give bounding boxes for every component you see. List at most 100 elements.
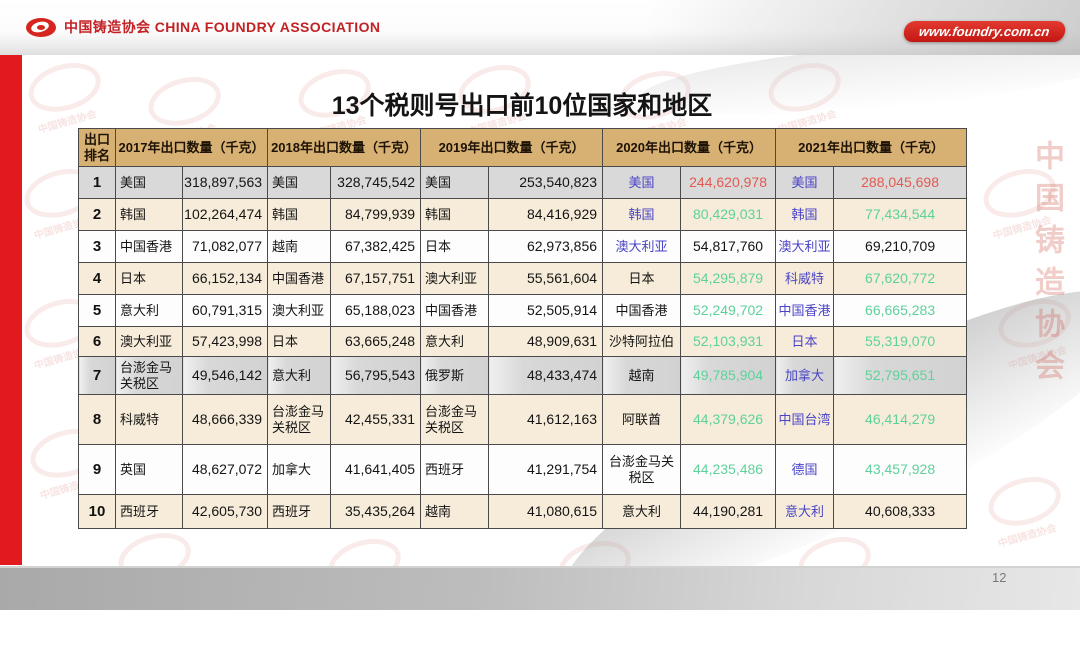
value-cell: 71,082,077	[181, 230, 269, 263]
table-row: 4 日本 66,152,134 中国香港 67,157,751 澳大利亚 55,561,60…	[78, 262, 968, 295]
value-cell: 48,433,474	[488, 356, 604, 395]
country-cell: 美国	[115, 166, 183, 199]
value-cell: 41,080,615	[488, 494, 604, 529]
value-cell: 66,152,134	[181, 262, 269, 295]
value-cell: 52,505,914	[488, 294, 604, 327]
table-row: 6 澳大利亚 57,423,998 日本 63,665,248 意大利 48,909,631…	[78, 326, 968, 357]
value-cell: 244,620,978	[680, 166, 777, 199]
value-cell: 60,791,315	[181, 294, 269, 327]
value-cell: 54,295,879	[680, 262, 777, 295]
value-cell: 67,157,751	[330, 262, 422, 295]
country-cell: 中国香港	[775, 294, 835, 327]
table-row: 9 英国 48,627,072 加拿大 41,641,405 西班牙 41,291,754 台…	[78, 444, 968, 495]
country-cell: 台澎金马关税区	[115, 356, 183, 395]
country-cell: 阿联酋	[602, 394, 682, 445]
rank-cell: 9	[78, 444, 116, 495]
country-cell: 中国台湾	[775, 394, 835, 445]
value-cell: 318,897,563	[181, 166, 269, 199]
country-cell: 日本	[267, 326, 332, 357]
country-cell: 台澎金马关税区	[267, 394, 332, 445]
country-cell: 韩国	[267, 198, 332, 231]
vertical-watermark-text: 中国铸造协会	[1030, 140, 1063, 392]
top-bar: 中国铸造协会 CHINA FOUNDRY ASSOCIATION www.fou…	[0, 0, 1080, 55]
country-cell: 西班牙	[420, 444, 490, 495]
value-cell: 52,103,931	[680, 326, 777, 357]
country-cell: 越南	[602, 356, 682, 395]
value-cell: 40,608,333	[833, 494, 968, 529]
rank-cell: 1	[78, 166, 116, 199]
rank-cell: 10	[78, 494, 116, 529]
country-cell: 中国香港	[115, 230, 183, 263]
country-cell: 意大利	[115, 294, 183, 327]
value-cell: 48,909,631	[488, 326, 604, 357]
value-cell: 44,235,486	[680, 444, 777, 495]
country-cell: 韩国	[115, 198, 183, 231]
country-cell: 意大利	[420, 326, 490, 357]
country-cell: 科威特	[115, 394, 183, 445]
country-cell: 澳大利亚	[267, 294, 332, 327]
country-cell: 俄罗斯	[420, 356, 490, 395]
value-cell: 49,546,142	[181, 356, 269, 395]
country-cell: 美国	[602, 166, 682, 199]
table-row: 10 西班牙 42,605,730 西班牙 35,435,264 越南 41,080,615…	[78, 494, 968, 529]
value-cell: 55,561,604	[488, 262, 604, 295]
country-cell: 日本	[115, 262, 183, 295]
bottom-band	[0, 566, 1080, 610]
country-cell: 意大利	[267, 356, 332, 395]
value-cell: 57,423,998	[181, 326, 269, 357]
country-cell: 日本	[775, 326, 835, 357]
value-cell: 56,795,543	[330, 356, 422, 395]
org-name: 中国铸造协会 CHINA FOUNDRY ASSOCIATION	[64, 19, 381, 35]
country-cell: 澳大利亚	[420, 262, 490, 295]
value-cell: 41,641,405	[330, 444, 422, 495]
value-cell: 44,379,626	[680, 394, 777, 445]
value-cell: 49,785,904	[680, 356, 777, 395]
table-body: 1 美国 318,897,563 美国 328,745,542 美国 253,540,823…	[78, 166, 968, 529]
country-cell: 美国	[775, 166, 835, 199]
rank-cell: 2	[78, 198, 116, 231]
rank-cell: 7	[78, 356, 116, 395]
year-header-2021: 2021年出口数量（千克）	[775, 128, 968, 167]
cfa-logo-icon	[26, 17, 56, 37]
table-row: 1 美国 318,897,563 美国 328,745,542 美国 253,540,823…	[78, 166, 968, 199]
value-cell: 288,045,698	[833, 166, 968, 199]
country-cell: 英国	[115, 444, 183, 495]
table-row: 3 中国香港 71,082,077 越南 67,382,425 日本 62,973,856 澳…	[78, 230, 968, 263]
value-cell: 55,319,070	[833, 326, 968, 357]
value-cell: 44,190,281	[680, 494, 777, 529]
rank-cell: 4	[78, 262, 116, 295]
left-red-bar	[0, 55, 22, 565]
table-row: 7 台澎金马关税区 49,546,142 意大利 56,795,543 俄罗斯 48,433…	[78, 356, 968, 395]
value-cell: 80,429,031	[680, 198, 777, 231]
value-cell: 42,605,730	[181, 494, 269, 529]
country-cell: 越南	[420, 494, 490, 529]
country-cell: 台澎金马关税区	[420, 394, 490, 445]
export-table: 出口排名 2017年出口数量（千克） 2018年出口数量（千克） 2019年出口数量（…	[78, 128, 968, 529]
year-header-2020: 2020年出口数量（千克）	[602, 128, 777, 167]
year-header-2018: 2018年出口数量（千克）	[267, 128, 422, 167]
table-head: 出口排名 2017年出口数量（千克） 2018年出口数量（千克） 2019年出口数量（…	[78, 128, 968, 167]
country-cell: 西班牙	[115, 494, 183, 529]
country-cell: 西班牙	[267, 494, 332, 529]
country-cell: 澳大利亚	[602, 230, 682, 263]
country-cell: 德国	[775, 444, 835, 495]
country-cell: 中国香港	[267, 262, 332, 295]
value-cell: 84,799,939	[330, 198, 422, 231]
country-cell: 意大利	[602, 494, 682, 529]
value-cell: 66,665,283	[833, 294, 968, 327]
country-cell: 澳大利亚	[775, 230, 835, 263]
rank-header: 出口排名	[78, 128, 116, 167]
country-cell: 中国香港	[420, 294, 490, 327]
value-cell: 67,620,772	[833, 262, 968, 295]
value-cell: 328,745,542	[330, 166, 422, 199]
country-cell: 澳大利亚	[115, 326, 183, 357]
table-row: 5 意大利 60,791,315 澳大利亚 65,188,023 中国香港 52,505,9…	[78, 294, 968, 327]
country-cell: 美国	[267, 166, 332, 199]
value-cell: 52,249,702	[680, 294, 777, 327]
value-cell: 65,188,023	[330, 294, 422, 327]
value-cell: 35,435,264	[330, 494, 422, 529]
rank-cell: 5	[78, 294, 116, 327]
country-cell: 沙特阿拉伯	[602, 326, 682, 357]
country-cell: 越南	[267, 230, 332, 263]
country-cell: 日本	[420, 230, 490, 263]
